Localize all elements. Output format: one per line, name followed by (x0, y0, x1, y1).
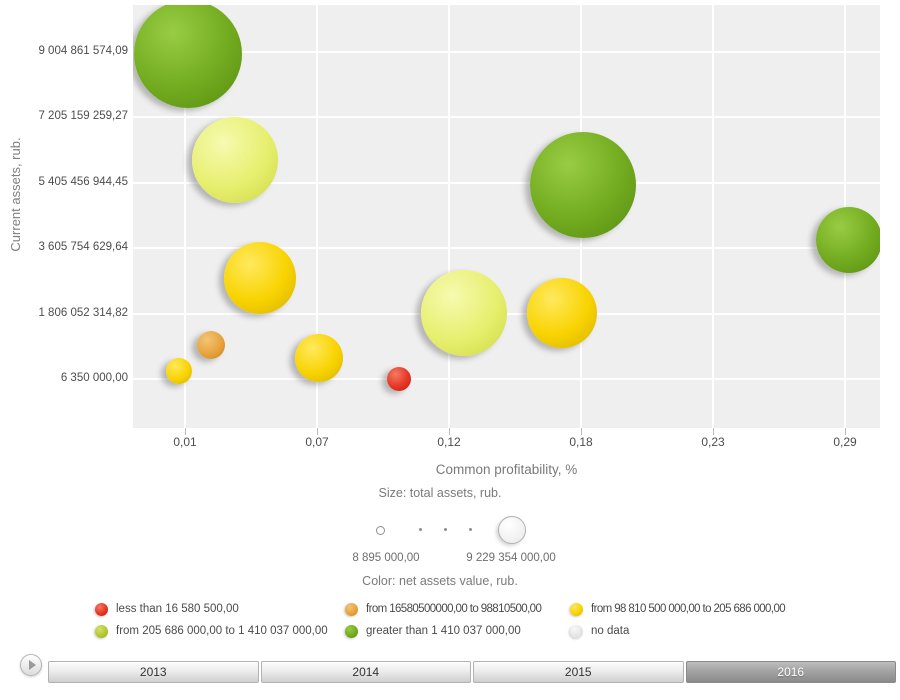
y-tick-label: 9 004 861 574,09 (38, 45, 128, 57)
year-button-2016[interactable]: 2016 (685, 661, 896, 683)
gridline-horizontal (133, 247, 880, 249)
legend-label: from 205 686 000,00 to 1 410 037 000,00 (116, 625, 328, 637)
gridline-horizontal (133, 116, 880, 118)
size-legend-max-circle (498, 516, 526, 544)
x-tick-label: 0,01 (173, 435, 197, 449)
play-icon (28, 660, 36, 670)
size-legend-min-circle (376, 526, 385, 535)
x-tick-label: 0,23 (701, 435, 725, 449)
bubble[interactable] (166, 358, 192, 384)
bubble[interactable] (134, 5, 242, 108)
size-step-dot (419, 528, 422, 531)
gridline-vertical (448, 5, 450, 428)
x-tick-mark (449, 428, 450, 435)
bubble[interactable] (387, 367, 411, 391)
legend-swatch (345, 602, 358, 616)
legend-swatch (95, 624, 108, 638)
color-legend-title: Color: net assets value, rub. (362, 574, 518, 588)
bubble[interactable] (295, 334, 343, 382)
x-tick-mark (713, 428, 714, 435)
plot-area (133, 5, 880, 428)
legend-item: from 205 686 000,00 to 1 410 037 000,00 (95, 624, 345, 638)
y-tick-label: 3 605 754 629,64 (38, 241, 128, 253)
legend-label: from 98 810 500 000,00 to 205 686 000,00 (591, 603, 786, 615)
legend-item: no data (570, 624, 845, 638)
bubble[interactable] (192, 117, 278, 203)
play-button[interactable] (20, 654, 42, 676)
legend-label: no data (591, 625, 630, 637)
year-button-2014[interactable]: 2014 (260, 661, 471, 683)
gridline-horizontal (133, 378, 880, 380)
x-tick-label: 0,07 (305, 435, 329, 449)
legend-label: from 16580500000,00 to 98810500,00 (366, 603, 542, 615)
size-legend-title: Size: total assets, rub. (378, 486, 502, 500)
x-tick-mark (317, 428, 318, 435)
legend-swatch (570, 624, 583, 638)
bubble[interactable] (197, 331, 225, 359)
x-tick-label: 0,12 (437, 435, 461, 449)
x-tick-label: 0,29 (833, 435, 857, 449)
y-tick-label: 1 806 052 314,82 (38, 307, 128, 319)
y-axis-title: Current assets, rub. (8, 137, 23, 252)
x-tick-label: 0,18 (569, 435, 593, 449)
year-timeline: 2013 2014 2015 2016 (48, 661, 896, 683)
legend-swatch (345, 624, 358, 638)
color-legend: less than 16 580 500,00 from 16580500000,… (95, 602, 855, 638)
gridline-horizontal (133, 182, 880, 184)
x-tick-mark (581, 428, 582, 435)
bubble[interactable] (527, 278, 597, 348)
bubble[interactable] (421, 270, 507, 356)
gridline-vertical (712, 5, 714, 428)
legend-item: less than 16 580 500,00 (95, 602, 345, 616)
legend-item: from 16580500000,00 to 98810500,00 (345, 602, 570, 616)
size-step-dot (444, 528, 447, 531)
y-tick-label: 5 405 456 944,45 (38, 176, 128, 188)
size-step-dot (469, 528, 472, 531)
y-tick-label: 7 205 159 259,27 (38, 110, 128, 122)
legend-swatch (570, 602, 583, 616)
gridline-horizontal (133, 51, 880, 53)
size-legend-min-value: 8 895 000,00 (352, 552, 420, 564)
gridline-vertical (316, 5, 318, 428)
x-tick-mark (845, 428, 846, 435)
x-tick-mark (185, 428, 186, 435)
year-button-2015[interactable]: 2015 (473, 661, 684, 683)
legend-swatch (95, 602, 108, 616)
y-tick-label: 6 350 000,00 (60, 372, 128, 384)
size-legend-max-value: 9 229 354 000,00 (466, 552, 556, 564)
x-axis-title: Common profitability, % (435, 462, 578, 477)
legend-label: less than 16 580 500,00 (116, 603, 239, 615)
legend-item: greater than 1 410 037 000,00 (345, 624, 570, 638)
bubble[interactable] (224, 242, 296, 314)
legend-label: greater than 1 410 037 000,00 (366, 625, 521, 637)
bubble[interactable] (530, 132, 636, 238)
legend-item: from 98 810 500 000,00 to 205 686 000,00 (570, 602, 845, 616)
gridline-vertical (184, 5, 186, 428)
bubble[interactable] (816, 207, 880, 273)
year-button-2013[interactable]: 2013 (48, 661, 259, 683)
